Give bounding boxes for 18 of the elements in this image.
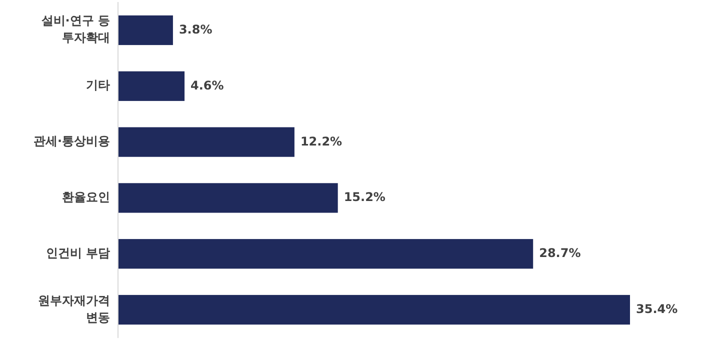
y-tick-label: 설비·연구 등 투자확대 [40, 14, 110, 46]
bar [118, 239, 534, 269]
data-label: 3.8% [178, 22, 212, 37]
data-label: 12.2% [300, 134, 342, 148]
bar [118, 15, 173, 46]
bar [118, 183, 338, 213]
data-label: 4.6% [190, 78, 224, 92]
y-tick-label: 환율요인 [62, 190, 110, 204]
y-tick-label: 관세·통상비용 [33, 134, 110, 148]
data-label: 28.7% [539, 246, 581, 260]
data-label: 35.4% [636, 302, 678, 316]
y-tick-label: 원부자재가격 변동 [38, 294, 110, 325]
data-label: 15.2% [344, 190, 386, 204]
bar [118, 294, 630, 325]
bar [118, 127, 294, 157]
bar [118, 71, 185, 101]
y-tick-label: 기타 [86, 78, 110, 92]
y-tick-label: 인건비 부담 [46, 246, 110, 260]
